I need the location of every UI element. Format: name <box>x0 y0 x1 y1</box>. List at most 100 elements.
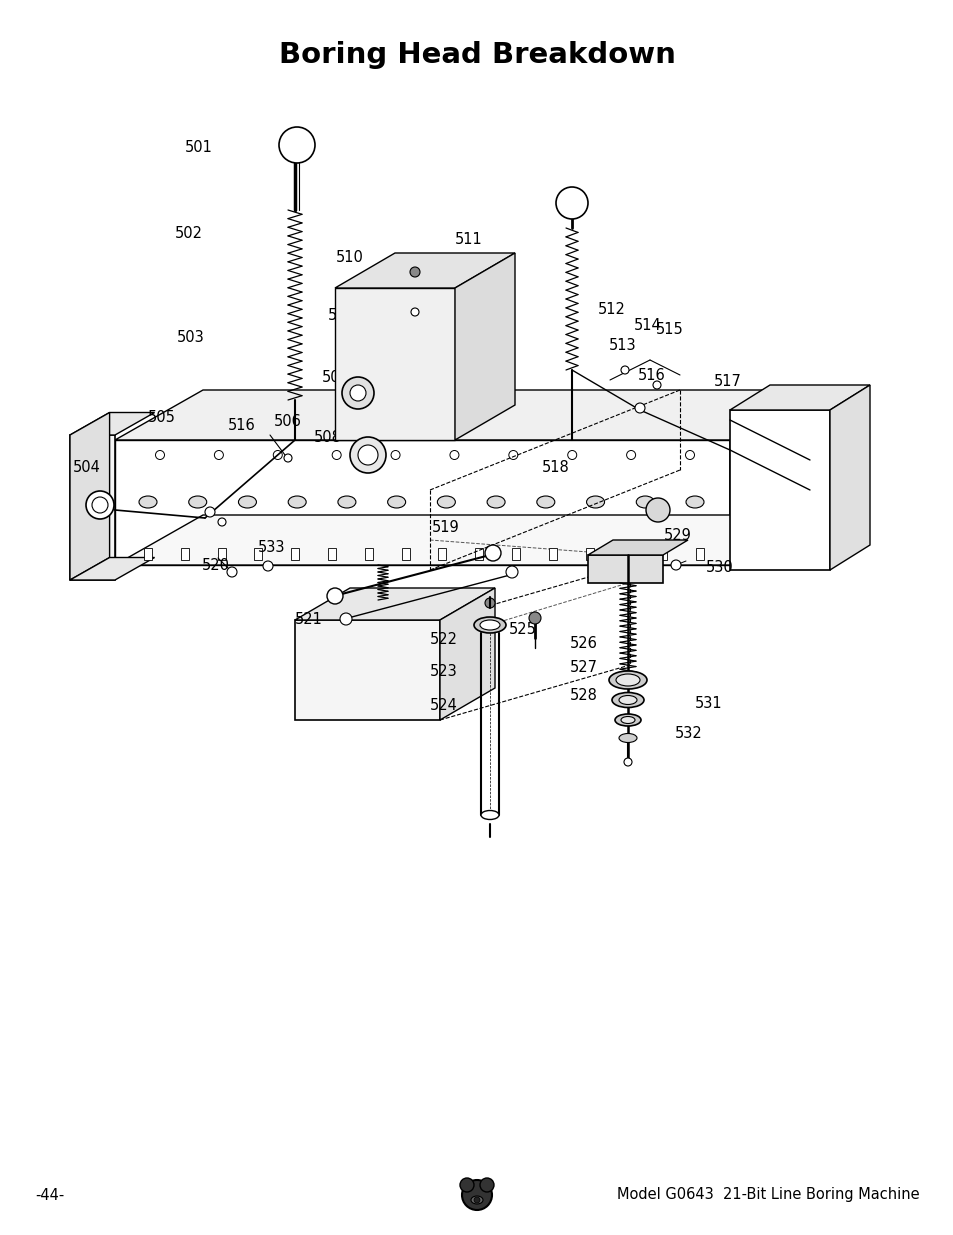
Bar <box>254 548 262 559</box>
Bar <box>548 548 557 559</box>
Polygon shape <box>70 435 115 580</box>
Text: 513: 513 <box>608 337 636 352</box>
Circle shape <box>86 492 113 519</box>
Text: 508: 508 <box>314 431 341 446</box>
Text: 532: 532 <box>675 725 702 741</box>
Circle shape <box>529 613 540 624</box>
Polygon shape <box>587 555 662 583</box>
Ellipse shape <box>586 496 604 508</box>
Text: 518: 518 <box>541 461 569 475</box>
Circle shape <box>635 403 644 412</box>
Circle shape <box>567 451 577 459</box>
Polygon shape <box>115 515 817 564</box>
Ellipse shape <box>189 496 207 508</box>
Text: 521: 521 <box>294 613 322 627</box>
Circle shape <box>474 1197 479 1203</box>
Text: 519: 519 <box>432 520 459 536</box>
Circle shape <box>205 508 214 517</box>
Polygon shape <box>70 412 110 580</box>
Text: 527: 527 <box>569 661 598 676</box>
Polygon shape <box>587 540 687 555</box>
Ellipse shape <box>620 716 635 724</box>
Text: 522: 522 <box>430 632 457 647</box>
Text: 533: 533 <box>257 541 285 556</box>
Bar <box>328 548 335 559</box>
Ellipse shape <box>474 618 505 634</box>
Circle shape <box>227 567 236 577</box>
Ellipse shape <box>471 1195 482 1204</box>
Circle shape <box>350 437 386 473</box>
Text: 524: 524 <box>430 699 457 714</box>
Circle shape <box>623 758 631 766</box>
Circle shape <box>391 451 399 459</box>
Circle shape <box>479 1178 494 1192</box>
Ellipse shape <box>608 671 646 689</box>
Ellipse shape <box>480 810 498 820</box>
Text: 503: 503 <box>177 331 205 346</box>
Ellipse shape <box>618 695 637 704</box>
Circle shape <box>450 451 458 459</box>
Circle shape <box>410 267 419 277</box>
Polygon shape <box>335 288 455 440</box>
Polygon shape <box>70 412 154 435</box>
Circle shape <box>645 498 669 522</box>
Ellipse shape <box>479 620 499 630</box>
Text: 523: 523 <box>430 664 457 679</box>
Text: 514: 514 <box>634 317 661 332</box>
Circle shape <box>484 598 495 608</box>
Circle shape <box>263 561 273 571</box>
Text: Model G0643  21-Bit Line Boring Machine: Model G0643 21-Bit Line Boring Machine <box>617 1188 919 1203</box>
Bar <box>181 548 189 559</box>
Ellipse shape <box>487 496 504 508</box>
Circle shape <box>484 545 500 561</box>
Ellipse shape <box>537 496 555 508</box>
Text: 507: 507 <box>322 370 350 385</box>
Text: 520: 520 <box>202 557 230 573</box>
Circle shape <box>273 451 282 459</box>
Circle shape <box>341 377 374 409</box>
Ellipse shape <box>337 496 355 508</box>
Polygon shape <box>729 385 869 410</box>
Polygon shape <box>115 390 817 440</box>
Circle shape <box>461 1179 492 1210</box>
Text: 525: 525 <box>509 622 537 637</box>
Circle shape <box>620 366 628 374</box>
Polygon shape <box>294 588 495 620</box>
Circle shape <box>350 385 366 401</box>
Bar <box>621 548 630 559</box>
Bar <box>291 548 299 559</box>
Text: 526: 526 <box>569 636 598 651</box>
Polygon shape <box>729 390 817 564</box>
Circle shape <box>670 559 680 571</box>
Text: 516: 516 <box>638 368 665 383</box>
Text: 501: 501 <box>185 141 213 156</box>
Text: 510: 510 <box>335 251 363 266</box>
Text: 502: 502 <box>174 226 203 241</box>
Circle shape <box>339 613 352 625</box>
Ellipse shape <box>612 693 643 708</box>
Text: 504: 504 <box>73 461 101 475</box>
Circle shape <box>278 127 314 163</box>
Text: 531: 531 <box>695 697 721 711</box>
Bar <box>217 548 225 559</box>
Polygon shape <box>455 253 515 440</box>
Bar <box>401 548 409 559</box>
Bar <box>475 548 482 559</box>
Text: 516: 516 <box>228 417 255 432</box>
Polygon shape <box>115 440 729 564</box>
Text: 512: 512 <box>598 303 625 317</box>
Polygon shape <box>729 410 829 571</box>
Polygon shape <box>294 620 439 720</box>
Text: 506: 506 <box>274 415 301 430</box>
Polygon shape <box>439 588 495 720</box>
Text: 505: 505 <box>148 410 175 426</box>
Circle shape <box>685 451 694 459</box>
Ellipse shape <box>436 496 455 508</box>
Ellipse shape <box>618 734 637 742</box>
Text: 515: 515 <box>656 322 683 337</box>
Text: -44-: -44- <box>35 1188 64 1203</box>
Polygon shape <box>70 557 154 580</box>
Ellipse shape <box>238 496 256 508</box>
Text: 529: 529 <box>663 527 691 542</box>
Circle shape <box>626 451 635 459</box>
